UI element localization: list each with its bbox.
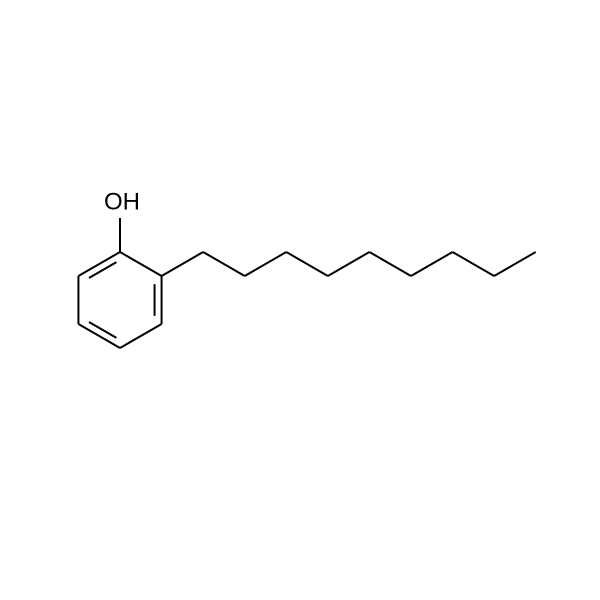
chain-bond [494, 252, 536, 276]
chain-bond [369, 252, 411, 276]
chain-bond [245, 252, 287, 276]
ring-bond [120, 324, 162, 348]
chain-bond [411, 252, 453, 276]
oh-label: OH [104, 188, 140, 215]
chain-bond [203, 252, 245, 276]
chain-bond [286, 252, 328, 276]
chain-bond [453, 252, 495, 276]
molecule-diagram: OH [0, 0, 600, 600]
ring-bond [120, 252, 162, 276]
chain-bond [328, 252, 370, 276]
chain-bond [162, 252, 204, 276]
